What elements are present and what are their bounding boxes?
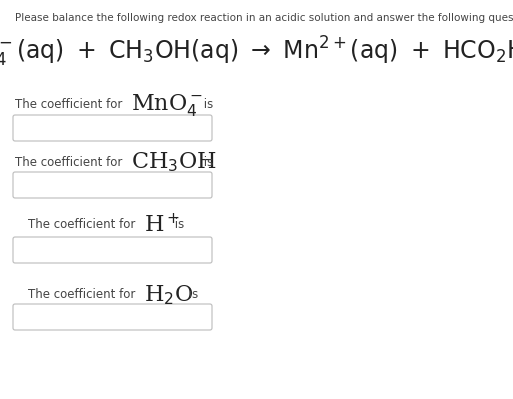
Text: The coefficient for: The coefficient for <box>28 219 139 231</box>
FancyBboxPatch shape <box>13 237 212 263</box>
Text: The coefficient for: The coefficient for <box>15 156 126 168</box>
Text: MnO$_4^-$: MnO$_4^-$ <box>131 92 203 118</box>
Text: is: is <box>185 288 199 302</box>
Text: is: is <box>200 99 213 111</box>
Text: The coefficient for: The coefficient for <box>15 99 126 111</box>
FancyBboxPatch shape <box>13 115 212 141</box>
Text: is: is <box>171 219 185 231</box>
Text: $\mathrm{MnO_4^-}$$\mathrm{(aq)}$$\ +\ $$\mathrm{CH_3OH(aq)}$$\ \rightarrow\ $$\: $\mathrm{MnO_4^-}$$\mathrm{(aq)}$$\ +\ $… <box>0 35 513 69</box>
FancyBboxPatch shape <box>13 172 212 198</box>
Text: H$_2$O: H$_2$O <box>144 283 193 307</box>
Text: is: is <box>200 156 213 168</box>
FancyBboxPatch shape <box>13 304 212 330</box>
Text: Please balance the following redox reaction in an acidic solution and answer the: Please balance the following redox react… <box>15 13 513 23</box>
Text: CH$_3$OH: CH$_3$OH <box>131 150 216 174</box>
Text: The coefficient for: The coefficient for <box>28 288 139 302</box>
Text: H$^+$: H$^+$ <box>144 213 180 237</box>
